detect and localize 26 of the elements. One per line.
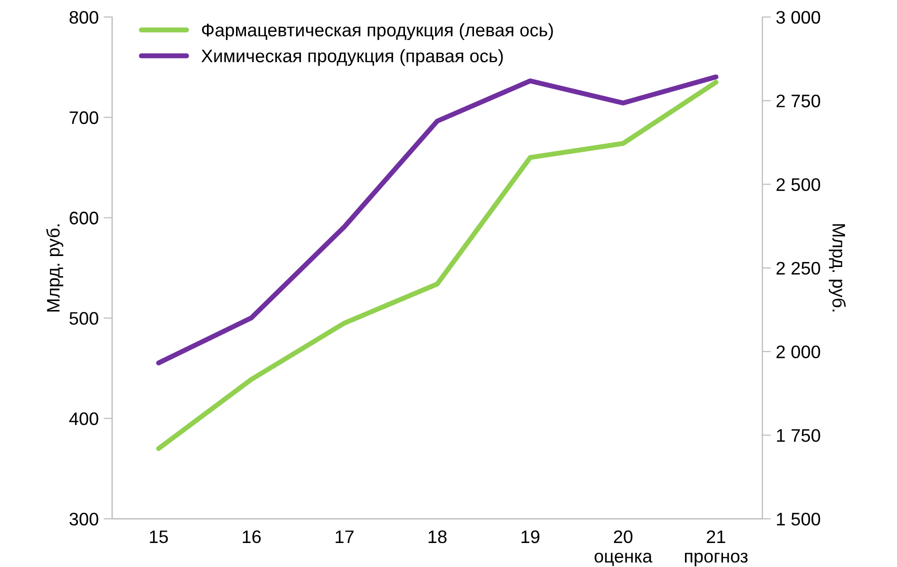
- y-tick-label: 400: [69, 412, 98, 426]
- y-tick-label: 800: [70, 10, 98, 24]
- line-series: [156, 74, 718, 366]
- y-tick-label: 700: [70, 111, 98, 124]
- y2-tick-label: 1 750: [777, 429, 820, 442]
- y2-tick-label: 3 000: [776, 10, 820, 24]
- x-tick-label: 15: [150, 530, 168, 544]
- x-tick-label: 20 оценка: [594, 530, 652, 566]
- x-tick-label: 19: [522, 530, 540, 544]
- y2-tick-label: 2 500: [776, 178, 820, 191]
- y2-axis-title: Млрд. руб.: [828, 224, 846, 312]
- y-axis-title: Млрд. руб.: [46, 224, 64, 312]
- y-tick-label: 600: [70, 212, 98, 224]
- y2-tick-label: 2 000: [776, 345, 820, 358]
- x-tick-label: 17: [336, 530, 354, 543]
- legend-label: Химическая продукция (правая ось): [201, 49, 503, 66]
- legend-label: Фармацевтическая продукция (левая ось): [202, 23, 553, 40]
- line-series: [156, 80, 718, 451]
- y2-tick-label: 1 500: [777, 512, 820, 526]
- y2-tick-label: 2 750: [776, 94, 820, 108]
- x-tick-label: 18: [428, 530, 447, 544]
- y-tick-label: 500: [70, 312, 98, 325]
- y2-tick-label: 2 250: [776, 262, 820, 275]
- x-tick-label: 21 прогноз: [684, 530, 748, 566]
- x-tick-label: 16: [242, 530, 261, 544]
- y-tick-label: 300: [69, 512, 98, 526]
